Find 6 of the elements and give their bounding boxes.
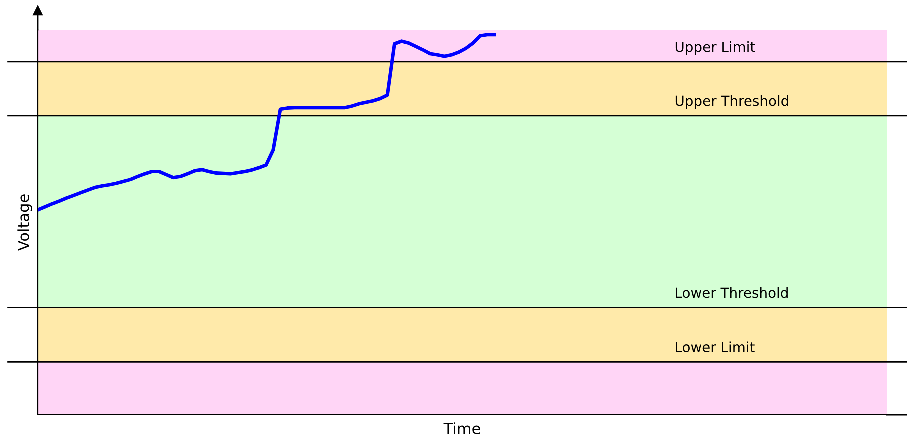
ref-line-label: Upper Limit [676, 42, 756, 55]
x-axis-title: Time [444, 422, 480, 434]
y-axis-title: Voltage [18, 194, 32, 252]
ref-line-label: Lower Limit [676, 342, 755, 353]
ref-line-label: Lower Threshold [676, 287, 788, 298]
ref-line-label: Upper Threshold [676, 96, 788, 109]
